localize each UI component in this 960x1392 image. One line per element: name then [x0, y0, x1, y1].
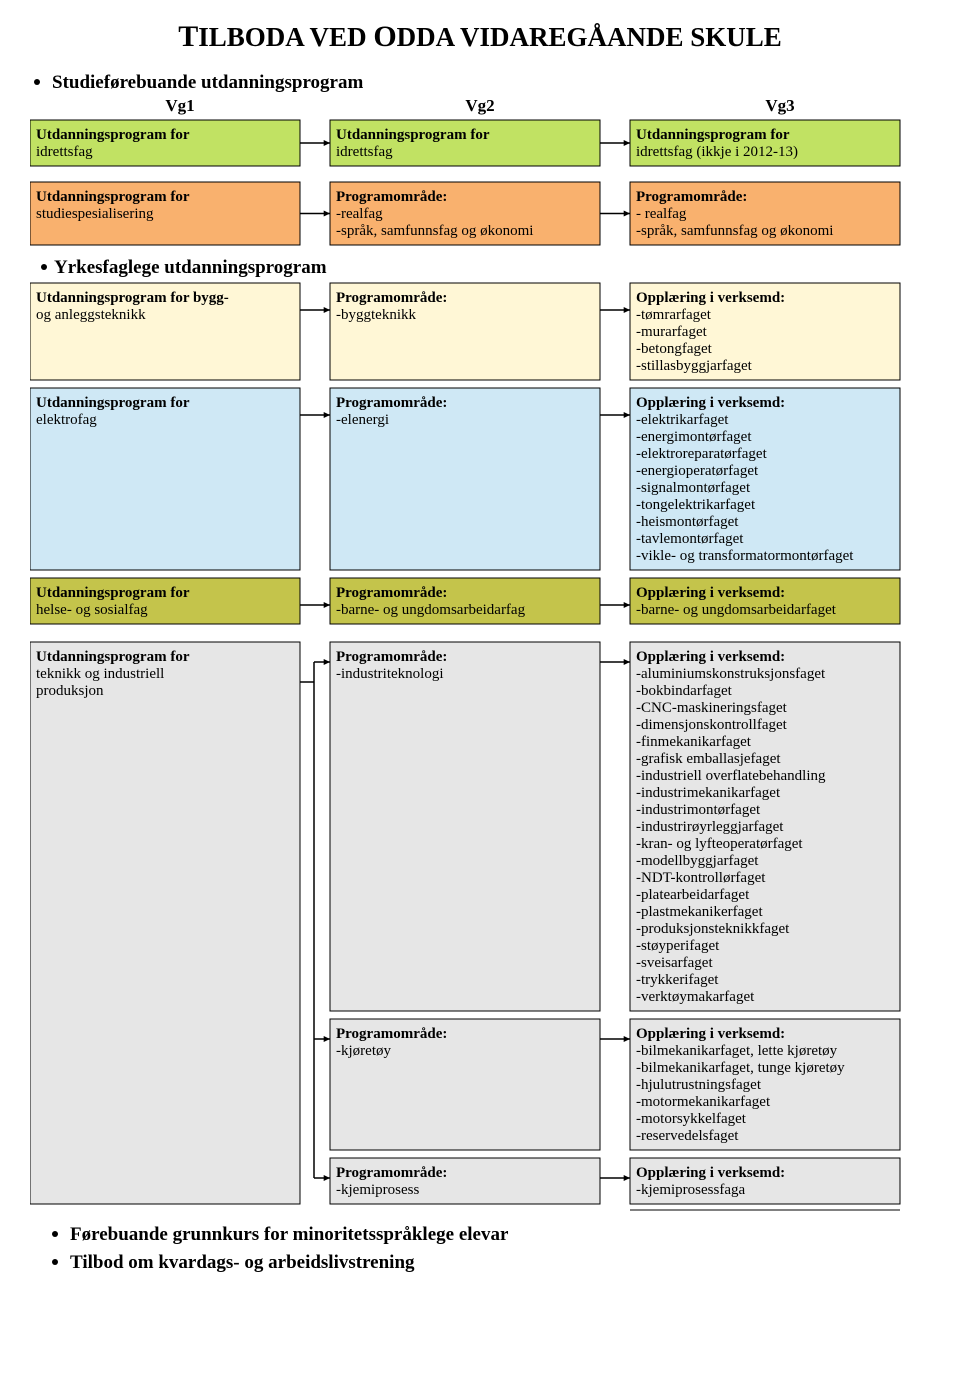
svg-text:-CNC-maskineringsfaget: -CNC-maskineringsfaget — [636, 700, 788, 716]
svg-text:Utdanningsprogram for: Utdanningsprogram for — [36, 649, 190, 665]
svg-text:Utdanningsprogram for: Utdanningsprogram for — [36, 127, 190, 143]
page-title: TILBODA VED ODDA VIDAREGÅANDE SKULE — [30, 20, 930, 54]
svg-text:-industriteknologi: -industriteknologi — [336, 666, 444, 682]
svg-text:-betongfaget: -betongfaget — [636, 341, 713, 357]
svg-text:-industrimekanikarfaget: -industrimekanikarfaget — [636, 785, 781, 801]
svg-text:Programområde:: Programområde: — [336, 649, 447, 665]
svg-text:-språk, samfunnsfag og økonomi: -språk, samfunnsfag og økonomi — [336, 223, 533, 239]
svg-text:-bokbindarfaget: -bokbindarfaget — [636, 683, 733, 699]
svg-text:-industrimontørfaget: -industrimontørfaget — [636, 802, 761, 818]
svg-text:Programområde:: Programområde: — [636, 189, 747, 205]
svg-text:-produksjonsteknikkfaget: -produksjonsteknikkfaget — [636, 921, 790, 937]
bottom-line-2: Tilbod om kvardags- og arbeidslivstrenin… — [70, 1252, 930, 1274]
vg-header-row: Vg1 Vg2 Vg3 — [30, 96, 930, 116]
svg-text:-stillasbyggjarfaget: -stillasbyggjarfaget — [636, 358, 753, 374]
svg-text:-støyperifaget: -støyperifaget — [636, 938, 720, 954]
svg-text:-energimontørfaget: -energimontørfaget — [636, 429, 752, 445]
svg-text:elektrofag: elektrofag — [36, 412, 97, 428]
svg-text:Yrkesfaglege utdanningsprogram: Yrkesfaglege utdanningsprogram — [54, 257, 327, 278]
svg-text:Programområde:: Programområde: — [336, 189, 447, 205]
svg-text:idrettsfag (ikkje i 2012-13): idrettsfag (ikkje i 2012-13) — [636, 144, 798, 160]
svg-text:Programområde:: Programområde: — [336, 585, 447, 601]
svg-text:-bilmekanikarfaget, lette kjør: -bilmekanikarfaget, lette kjøretøy — [636, 1043, 838, 1059]
svg-text:Utdanningsprogram for: Utdanningsprogram for — [336, 127, 490, 143]
svg-text:-aluminiumskonstruksjonsfaget: -aluminiumskonstruksjonsfaget — [636, 666, 826, 682]
svg-text:-kjøretøy: -kjøretøy — [336, 1043, 391, 1059]
svg-text:-sveisarfaget: -sveisarfaget — [636, 955, 713, 971]
svg-text:-platearbeidarfaget: -platearbeidarfaget — [636, 887, 750, 903]
svg-text:-barne- og ungdomsarbeidarfag: -barne- og ungdomsarbeidarfag — [336, 602, 526, 618]
svg-text:Utdanningsprogram for: Utdanningsprogram for — [36, 395, 190, 411]
svg-text:-motorsykkelfaget: -motorsykkelfaget — [636, 1111, 747, 1127]
svg-text:-vikle- og transformatormontør: -vikle- og transformatormontørfaget — [636, 548, 854, 564]
svg-text:Utdanningsprogram for: Utdanningsprogram for — [36, 585, 190, 601]
vg3-label: Vg3 — [630, 96, 930, 116]
svg-text:-barne- og ungdomsarbeidarfage: -barne- og ungdomsarbeidarfaget — [636, 602, 837, 618]
svg-text:-kjemiprosessfaga: -kjemiprosessfaga — [636, 1182, 745, 1198]
svg-text:Utdanningsprogram for: Utdanningsprogram for — [36, 189, 190, 205]
svg-text:-hjulutrustningsfaget: -hjulutrustningsfaget — [636, 1077, 762, 1093]
flowchart-svg: Utdanningsprogram foridrettsfagUtdanning… — [30, 116, 930, 1218]
svg-text:Utdanningsprogram for: Utdanningsprogram for — [636, 127, 790, 143]
svg-text:-bilmekanikarfaget, tunge kjør: -bilmekanikarfaget, tunge kjøretøy — [636, 1060, 845, 1076]
svg-text:og anleggsteknikk: og anleggsteknikk — [36, 307, 146, 323]
svg-text:Utdanningsprogram for bygg-: Utdanningsprogram for bygg- — [36, 290, 229, 306]
svg-text:-tongelektrikarfaget: -tongelektrikarfaget — [636, 497, 756, 513]
svg-text:-realfag: -realfag — [336, 206, 383, 222]
svg-text:-kjemiprosess: -kjemiprosess — [336, 1182, 419, 1198]
svg-text:-dimensjonskontrollfaget: -dimensjonskontrollfaget — [636, 717, 788, 733]
svg-text:-NDT-kontrollørfaget: -NDT-kontrollørfaget — [636, 870, 766, 886]
svg-text:-elektroreparatørfaget: -elektroreparatørfaget — [636, 446, 768, 462]
svg-text:-reservedelsfaget: -reservedelsfaget — [636, 1128, 739, 1144]
svg-text:Programområde:: Programområde: — [336, 1165, 447, 1181]
svg-text:-signalmontørfaget: -signalmontørfaget — [636, 480, 751, 496]
svg-text:Opplæring i verksemd:: Opplæring i verksemd: — [636, 1165, 785, 1181]
svg-text:-tavlemontørfaget: -tavlemontørfaget — [636, 531, 744, 547]
svg-text:-industriell overflatebehandli: -industriell overflatebehandling — [636, 768, 826, 784]
svg-text:teknikk og industriell: teknikk og industriell — [36, 666, 164, 682]
svg-text:idrettsfag: idrettsfag — [336, 144, 393, 160]
vg1-label: Vg1 — [30, 96, 330, 116]
svg-text:Opplæring i verksemd:: Opplæring i verksemd: — [636, 1026, 785, 1042]
svg-text:idrettsfag: idrettsfag — [36, 144, 93, 160]
svg-text:-modellbyggjarfaget: -modellbyggjarfaget — [636, 853, 759, 869]
svg-text:-heismontørfaget: -heismontørfaget — [636, 514, 739, 530]
svg-text:-murarfaget: -murarfaget — [636, 324, 708, 340]
svg-text:-språk, samfunnsfag og økonomi: -språk, samfunnsfag og økonomi — [636, 223, 833, 239]
svg-text:Opplæring i verksemd:: Opplæring i verksemd: — [636, 290, 785, 306]
bottom-line-1: Førebuande grunnkurs for minoritetsspråk… — [70, 1224, 930, 1246]
svg-text:Opplæring i verksemd:: Opplæring i verksemd: — [636, 585, 785, 601]
svg-text:-tømrarfaget: -tømrarfaget — [636, 307, 712, 323]
svg-text:-plastmekanikerfaget: -plastmekanikerfaget — [636, 904, 763, 920]
svg-text:-kran- og lyfteoperatørfaget: -kran- og lyfteoperatørfaget — [636, 836, 803, 852]
svg-text:Programområde:: Programområde: — [336, 395, 447, 411]
svg-text:Programområde:: Programområde: — [336, 290, 447, 306]
svg-text:-verktøymakarfaget: -verktøymakarfaget — [636, 989, 755, 1005]
svg-text:-finmekanikarfaget: -finmekanikarfaget — [636, 734, 752, 750]
section-studieforebuande: Studieførebuande utdanningsprogram — [52, 72, 930, 94]
svg-text:-grafisk emballasjefaget: -grafisk emballasjefaget — [636, 751, 781, 767]
svg-text:helse- og sosialfag: helse- og sosialfag — [36, 602, 148, 618]
svg-text:produksjon: produksjon — [36, 683, 104, 699]
svg-text:-elektrikarfaget: -elektrikarfaget — [636, 412, 729, 428]
svg-text:-elenergi: -elenergi — [336, 412, 389, 428]
svg-text:Opplæring i verksemd:: Opplæring i verksemd: — [636, 395, 785, 411]
svg-text:Programområde:: Programområde: — [336, 1026, 447, 1042]
svg-text:-motormekanikarfaget: -motormekanikarfaget — [636, 1094, 771, 1110]
svg-text:-industrirøyrleggjarfaget: -industrirøyrleggjarfaget — [636, 819, 784, 835]
svg-text:- realfag: - realfag — [636, 206, 687, 222]
svg-text:-trykkerifaget: -trykkerifaget — [636, 972, 719, 988]
vg2-label: Vg2 — [330, 96, 630, 116]
svg-text:studiespesialisering: studiespesialisering — [36, 206, 154, 222]
svg-text:-energioperatørfaget: -energioperatørfaget — [636, 463, 759, 479]
svg-text:-byggteknikk: -byggteknikk — [336, 307, 416, 323]
svg-text:Opplæring i verksemd:: Opplæring i verksemd: — [636, 649, 785, 665]
